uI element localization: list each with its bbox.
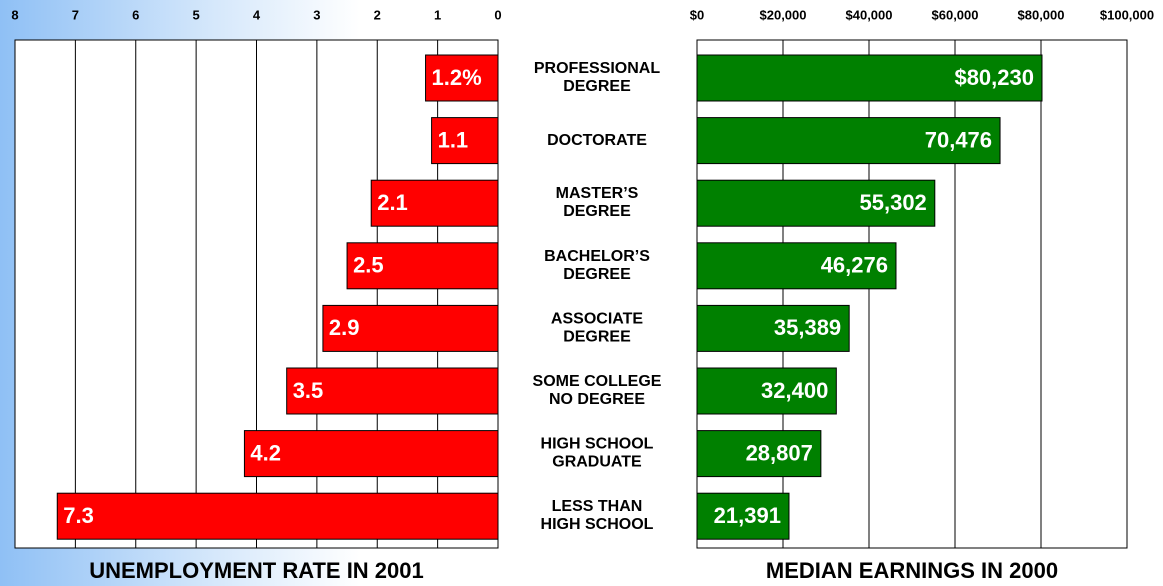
bar: [696, 430, 822, 478]
bar: [696, 367, 837, 415]
value-label: 35,389: [774, 315, 841, 340]
x-tick-label: 0: [494, 7, 501, 22]
value-label: 55,302: [860, 190, 927, 215]
x-tick-label: 4: [253, 7, 261, 22]
bar: [696, 54, 1043, 102]
bar: [370, 179, 499, 227]
category-label: ASSOCIATE DEGREE: [551, 311, 643, 346]
value-label: 2.9: [329, 315, 360, 340]
x-tick-label: 1: [434, 7, 441, 22]
category-label: HIGH SCHOOL GRADUATE: [541, 436, 654, 471]
bar: [56, 492, 499, 540]
value-label: 4.2: [250, 440, 281, 465]
value-label: 2.1: [377, 190, 408, 215]
chart-title: MEDIAN EARNINGS IN 2000: [766, 558, 1058, 583]
category-label: SOME COLLEGE NO DEGREE: [533, 373, 662, 408]
bar: [346, 242, 499, 290]
value-label: 70,476: [925, 127, 992, 152]
bar: [431, 117, 499, 165]
category-label: LESS THAN HIGH SCHOOL: [541, 498, 654, 533]
category-label: PROFESSIONAL DEGREE: [534, 60, 660, 95]
x-tick-label: 2: [374, 7, 381, 22]
bar: [696, 117, 1001, 165]
value-label: 2.5: [353, 253, 384, 278]
x-tick-label: $80,000: [1018, 7, 1065, 22]
x-tick-label: $60,000: [932, 7, 979, 22]
x-tick-label: 7: [72, 7, 79, 22]
bar: [425, 54, 499, 102]
bar: [696, 242, 897, 290]
bar: [696, 492, 790, 540]
value-label: $80,230: [954, 65, 1034, 90]
value-label: 7.3: [63, 503, 94, 528]
value-label: 46,276: [821, 253, 888, 278]
x-tick-label: 8: [11, 7, 18, 22]
value-label: 21,391: [714, 503, 781, 528]
category-label: BACHELOR’S DEGREE: [544, 248, 650, 283]
x-tick-label: $0: [690, 7, 704, 22]
value-label: 28,807: [746, 440, 813, 465]
x-tick-label: $100,000: [1100, 7, 1154, 22]
x-tick-label: $20,000: [760, 7, 807, 22]
chart-title: UNEMPLOYMENT RATE IN 2001: [89, 558, 424, 583]
category-label: MASTER’S DEGREE: [556, 185, 639, 220]
bar: [696, 179, 936, 227]
x-tick-label: 5: [193, 7, 200, 22]
bar: [696, 304, 850, 352]
x-tick-label: 6: [132, 7, 139, 22]
value-label: 1.2%: [432, 65, 482, 90]
value-label: 32,400: [761, 378, 828, 403]
x-tick-label: $40,000: [846, 7, 893, 22]
bar: [243, 430, 499, 478]
value-label: 3.5: [293, 378, 324, 403]
category-label: DOCTORATE: [547, 132, 647, 149]
x-tick-label: 3: [313, 7, 320, 22]
value-label: 1.1: [438, 127, 469, 152]
bar: [286, 367, 499, 415]
bar: [322, 304, 499, 352]
